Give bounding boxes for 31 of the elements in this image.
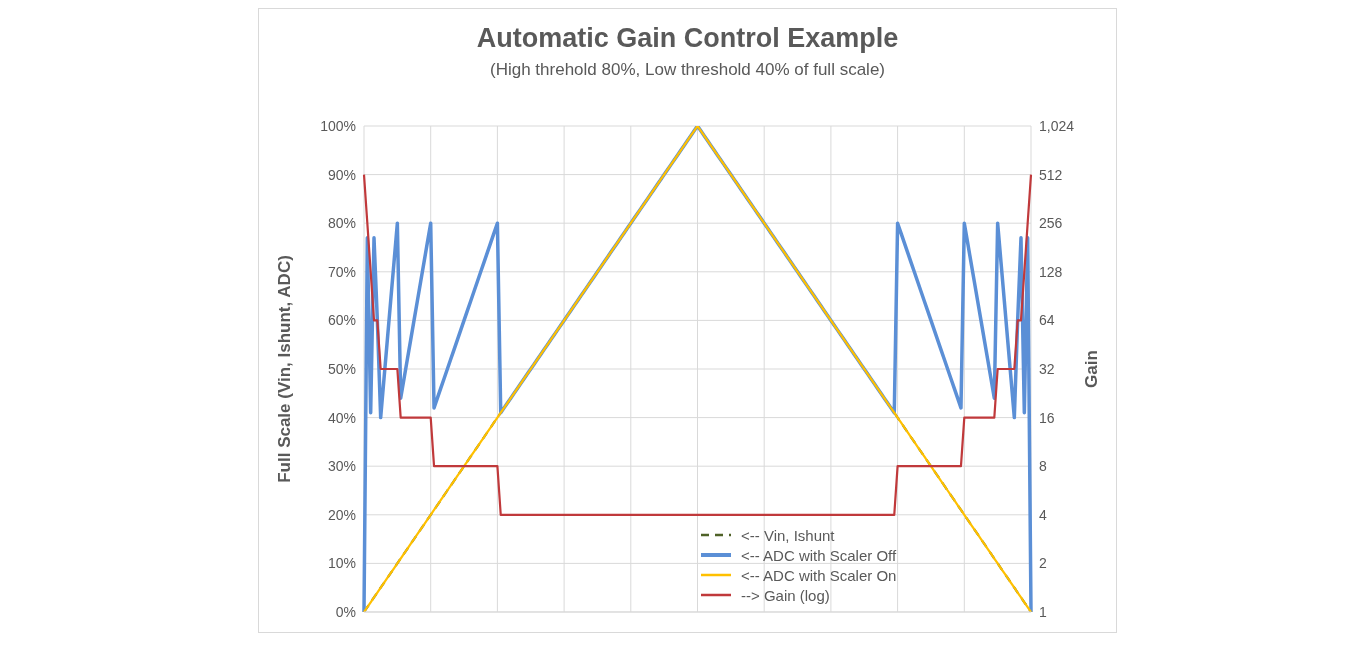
y2-tick-label: 512 bbox=[1039, 166, 1063, 183]
y2-tick-label: 64 bbox=[1039, 312, 1055, 329]
legend-label: <-- Vin, Ishunt bbox=[741, 526, 835, 544]
y-tick-label: 10% bbox=[327, 555, 356, 572]
y-tick-label: 0% bbox=[335, 603, 356, 620]
y-tick-label: 80% bbox=[327, 215, 356, 232]
legend-label: <-- ADC with Scaler Off bbox=[741, 546, 897, 564]
chart-subtitle: (High threhold 80%, Low threshold 40% of full scale) bbox=[489, 60, 886, 80]
legend-label: --> Gain (log) bbox=[741, 586, 830, 604]
y-axis-title: Full Scale (Vin, Ishunt, ADC) bbox=[275, 255, 295, 483]
line-series bbox=[362, 173, 1033, 516]
y-tick-label: 90% bbox=[327, 166, 356, 183]
y2-tick-label: 32 bbox=[1039, 360, 1055, 377]
y-tick-label: 100% bbox=[320, 117, 356, 134]
y2-tick-label: 256 bbox=[1039, 215, 1063, 232]
y2-tick-label: 128 bbox=[1039, 263, 1063, 280]
y2-axis-title: Gain bbox=[1082, 350, 1102, 388]
y-tick-label: 60% bbox=[327, 312, 356, 329]
y-tick-label: 20% bbox=[327, 506, 356, 523]
y2-tick-label: 4 bbox=[1039, 506, 1047, 523]
y2-tick-label: 8 bbox=[1039, 458, 1047, 475]
y-tick-label: 70% bbox=[327, 263, 356, 280]
y2-tick-label: 16 bbox=[1039, 409, 1055, 426]
y-tick-label: 30% bbox=[327, 458, 356, 475]
y2-tick-label: 2 bbox=[1039, 555, 1047, 572]
legend-label: <-- ADC with Scaler On bbox=[741, 566, 897, 584]
y-tick-label: 40% bbox=[327, 409, 356, 426]
chart-title: Automatic Gain Control Example bbox=[475, 23, 900, 54]
y2-tick-label: 1,024 bbox=[1039, 117, 1075, 134]
y2-tick-label: 1 bbox=[1039, 603, 1047, 620]
y-tick-label: 50% bbox=[327, 360, 356, 377]
